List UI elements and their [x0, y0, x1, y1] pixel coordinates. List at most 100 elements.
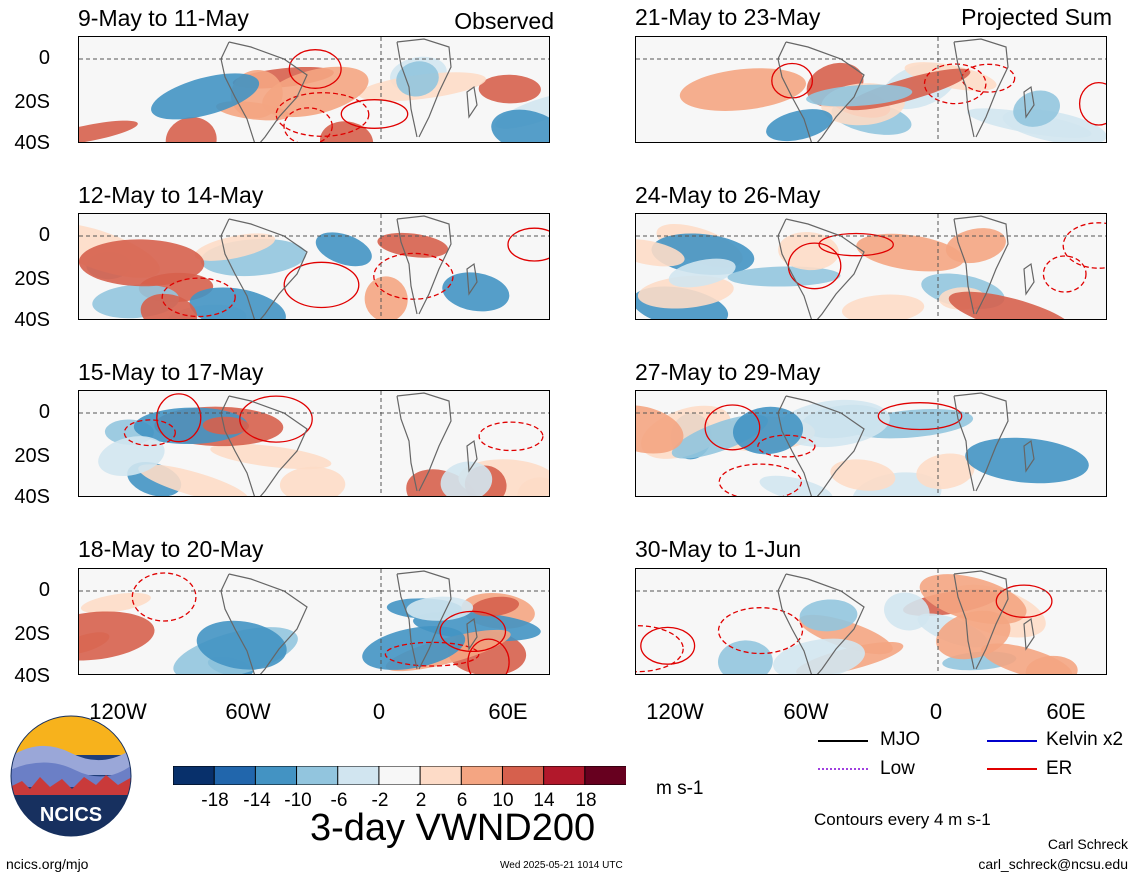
colorbar-tick: 6	[456, 790, 468, 811]
coastline-south-america	[220, 395, 308, 496]
anomaly-shading	[133, 407, 248, 445]
mjo-legend-line	[818, 740, 868, 742]
site-url: ncics.org/mjo	[6, 856, 89, 872]
anomaly-shading	[778, 232, 839, 271]
x-tick-label: 60W	[225, 699, 271, 724]
er-contour	[718, 463, 803, 496]
panel-title: 18-May to 20-May	[78, 536, 264, 562]
colorbar-swatch	[296, 765, 339, 786]
y-tick-label: 40S	[14, 486, 50, 508]
colorbar-tick: 14	[533, 790, 555, 811]
map-panel	[635, 213, 1107, 320]
er-contour	[818, 232, 894, 257]
er-contour	[507, 227, 549, 262]
coastline-madagascar	[1023, 439, 1035, 473]
y-tick-label: 40S	[14, 309, 50, 331]
colorbar-tick: -14	[243, 790, 271, 811]
coastline-madagascar	[466, 439, 478, 473]
anomaly-shading	[679, 68, 806, 111]
y-tick-label: 20S	[14, 445, 50, 467]
anomaly-shading	[406, 596, 474, 621]
coastline-south-america	[220, 41, 308, 142]
y-tick-label: 40S	[14, 132, 50, 154]
anomaly-shading	[440, 461, 493, 496]
anomaly-shading	[138, 464, 249, 496]
anomaly-shading	[320, 121, 374, 142]
anomaly-shading	[79, 611, 155, 661]
x-tick-label: 60E	[1046, 699, 1086, 724]
colorbar-swatch	[543, 765, 586, 786]
coastline-africa	[953, 215, 1009, 315]
anomaly-shading	[194, 233, 276, 261]
anomaly-shading	[151, 73, 260, 120]
anomaly-shading	[916, 453, 975, 490]
panel-title: 27-May to 29-May	[635, 359, 821, 385]
er-contour	[283, 107, 333, 142]
observed-label: Observed	[454, 8, 554, 34]
panel-title: 15-May to 17-May	[78, 359, 264, 385]
er-contour	[757, 434, 816, 458]
colorbar-tick: -18	[201, 790, 229, 811]
er-contour	[288, 49, 342, 89]
anomaly-shading	[377, 232, 449, 258]
panel-title: 24-May to 26-May	[635, 182, 821, 208]
anomaly-shading	[668, 258, 736, 288]
map-panel	[78, 568, 550, 675]
er-contour	[877, 402, 963, 431]
anomaly-shading	[202, 416, 249, 435]
panel-title: 9-May to 11-May	[78, 5, 249, 31]
anomaly-shading	[718, 640, 773, 674]
low-legend-line	[818, 768, 868, 770]
x-tick-label: 120W	[646, 699, 704, 724]
map-panel	[78, 213, 550, 320]
y-tick-label: 0	[38, 47, 50, 69]
anomaly-shading	[636, 405, 684, 454]
anomaly-shading	[442, 272, 510, 312]
anomaly-shading	[856, 233, 964, 272]
coastline-south-america	[777, 218, 865, 319]
anomaly-shading	[98, 436, 165, 477]
anomaly-shading	[362, 626, 466, 670]
coastline-madagascar	[1023, 617, 1035, 651]
anomaly-shading	[210, 443, 332, 470]
anomaly-shading	[80, 592, 151, 614]
er-contour	[439, 610, 507, 653]
colorbar-swatch	[501, 765, 545, 786]
er-contour	[995, 584, 1053, 618]
main-title: 3-day VWND200	[310, 807, 596, 849]
author-email: carl_schreck@ncsu.edu	[978, 856, 1128, 872]
er-contour	[283, 261, 360, 309]
colorbar-tick: 2	[415, 790, 427, 811]
er-contour	[131, 572, 197, 622]
er-contour	[275, 92, 370, 137]
colorbar-tick: 18	[575, 790, 597, 811]
anomaly-shading	[471, 596, 520, 617]
anomaly-shading	[364, 276, 408, 319]
anomaly-shading	[884, 592, 930, 631]
y-tick-label: 20S	[14, 268, 50, 290]
colorbar-swatch	[172, 765, 216, 786]
x-tick-label: 0	[372, 699, 386, 724]
anomaly-shading	[196, 620, 287, 670]
anomaly-shading	[315, 232, 372, 267]
colorbar-swatch	[460, 765, 504, 786]
er-contour	[1062, 222, 1106, 269]
anomaly-shading	[759, 475, 833, 496]
colorbar	[172, 765, 628, 786]
x-tick-label: 0	[929, 699, 943, 724]
er-contour	[161, 277, 236, 318]
colorbar-swatch	[213, 765, 257, 786]
er-contour	[156, 393, 202, 443]
coastline-south-america	[777, 41, 865, 142]
coastline-africa	[953, 38, 1009, 138]
er-contour	[123, 419, 176, 447]
anomaly-shading	[140, 293, 198, 319]
anomaly-shading	[777, 399, 890, 448]
low-legend-label: Low	[880, 758, 915, 779]
anomaly-shading	[773, 638, 865, 674]
coastline-south-america	[777, 573, 865, 674]
x-tick-label: 60W	[783, 699, 829, 724]
er-contour	[640, 626, 696, 665]
kelvin-legend-label: Kelvin x2	[1046, 729, 1124, 750]
coastline-madagascar	[466, 262, 478, 296]
